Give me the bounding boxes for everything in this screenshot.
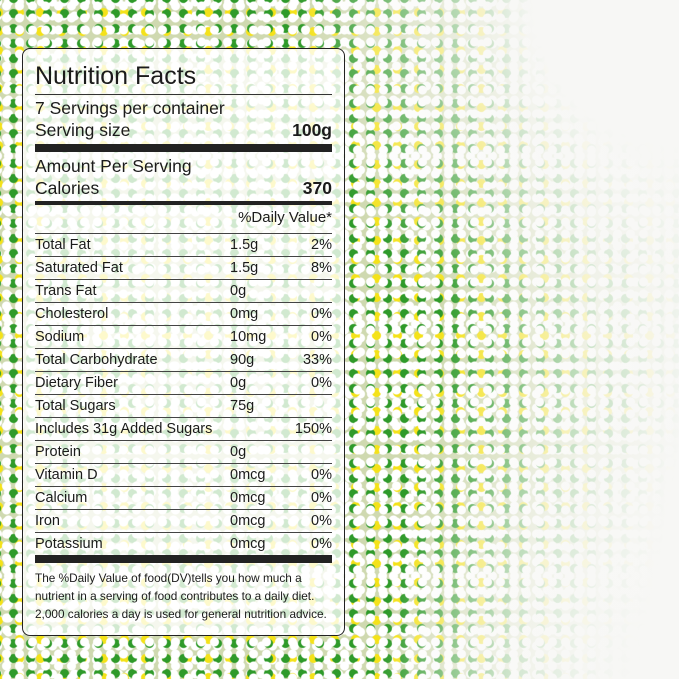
nutrient-daily-value: 8% xyxy=(311,260,332,276)
nutrient-row: Includes 31g Added Sugars 150% xyxy=(35,417,332,440)
nutrient-name: Protein xyxy=(35,444,81,460)
nutrient-name: Total Fat xyxy=(35,237,91,253)
nutrient-amount: 0mg xyxy=(230,306,259,322)
nutrient-name: Includes 31g Added Sugars xyxy=(35,421,213,437)
nutrient-row: Saturated Fat 1.5g 8% xyxy=(35,256,332,279)
nutrient-daily-value: 0% xyxy=(311,513,332,529)
nutrient-name: Iron xyxy=(35,513,60,529)
nutrient-row: Potassium 0mcg 0% xyxy=(35,532,332,555)
nutrient-amount: 0mcg xyxy=(230,467,266,483)
nutrient-amount: 0mcg xyxy=(230,490,266,506)
nutrient-amount: 10mg xyxy=(230,329,267,345)
nutrient-name: Dietary Fiber xyxy=(35,375,118,391)
nutrient-amount: 0mcg xyxy=(230,536,266,552)
nutrient-daily-value: 0% xyxy=(311,329,332,345)
footnote: The %Daily Value of food(DV)tells you ho… xyxy=(35,571,327,621)
thick-divider xyxy=(35,144,332,152)
calories-value: 370 xyxy=(302,178,332,198)
nutrition-title: Nutrition Facts xyxy=(35,62,197,90)
nutrient-row: Total Sugars 75g xyxy=(35,394,332,417)
nutrient-row: Total Carbohydrate 90g 33% xyxy=(35,348,332,371)
nutrient-name: Total Carbohydrate xyxy=(35,352,158,368)
nutrient-row: Trans Fat 0g xyxy=(35,279,332,302)
amount-per-serving: Amount Per Serving xyxy=(35,156,192,176)
nutrient-name: Total Sugars xyxy=(35,398,116,414)
nutrient-amount: 0g xyxy=(230,283,247,299)
thick-divider-bottom xyxy=(35,555,332,563)
nutrient-name: Sodium xyxy=(35,329,85,345)
nutrient-amount: 1.5g xyxy=(230,237,259,253)
nutrient-name: Calcium xyxy=(35,490,88,506)
nutrient-daily-value: 2% xyxy=(311,237,332,253)
nutrient-row: Total Fat 1.5g 2% xyxy=(35,233,332,256)
divider xyxy=(35,94,332,95)
nutrient-daily-value xyxy=(292,280,332,302)
nutrient-daily-value xyxy=(292,395,332,417)
nutrient-amount: 0g xyxy=(230,375,247,391)
nutrient-daily-value: 0% xyxy=(311,490,332,506)
nutrient-amount: 0mcg xyxy=(230,513,266,529)
nutrient-row: Calcium 0mcg 0% xyxy=(35,486,332,509)
nutrient-row: Iron 0mcg 0% xyxy=(35,509,332,532)
nutrient-amount: 90g xyxy=(230,352,255,368)
nutrient-daily-value: 0% xyxy=(311,536,332,552)
nutrient-name: Trans Fat xyxy=(35,283,97,299)
nutrient-name: Vitamin D xyxy=(35,467,98,483)
daily-value-header: %Daily Value* xyxy=(238,209,332,226)
calories-label: Calories xyxy=(35,178,100,198)
nutrient-daily-value xyxy=(292,441,332,463)
nutrient-row: Sodium 10mg 0% xyxy=(35,325,332,348)
nutrient-row: Vitamin D 0mcg 0% xyxy=(35,463,332,486)
serving-size-label: Serving size xyxy=(35,120,131,140)
nutrient-name: Saturated Fat xyxy=(35,260,123,276)
nutrition-facts-panel: Nutrition Facts 7 Servings per container… xyxy=(22,48,345,636)
nutrient-daily-value: 150% xyxy=(294,421,332,437)
nutrient-daily-value: 33% xyxy=(302,352,332,368)
nutrient-daily-value: 0% xyxy=(311,306,332,322)
nutrient-name: Potassium xyxy=(35,536,103,552)
nutrient-amount: 75g xyxy=(230,398,255,414)
nutrient-name: Cholesterol xyxy=(35,306,109,322)
nutrient-daily-value: 0% xyxy=(311,375,332,391)
nutrient-amount: 0g xyxy=(230,444,247,460)
nutrient-row: Dietary Fiber 0g 0% xyxy=(35,371,332,394)
nutrient-row: Cholesterol 0mg 0% xyxy=(35,302,332,325)
nutrient-row: Protein 0g xyxy=(35,440,332,463)
nutrient-table: Total Fat 1.5g 2% Saturated Fat 1.5g 8% Trans … xyxy=(35,233,332,555)
medium-divider xyxy=(35,201,332,205)
servings-per-container: 7 Servings per container xyxy=(35,98,225,118)
serving-size-value: 100g xyxy=(292,120,332,140)
nutrient-daily-value: 0% xyxy=(311,467,332,483)
nutrient-amount xyxy=(230,418,292,440)
nutrient-amount: 1.5g xyxy=(230,260,259,276)
